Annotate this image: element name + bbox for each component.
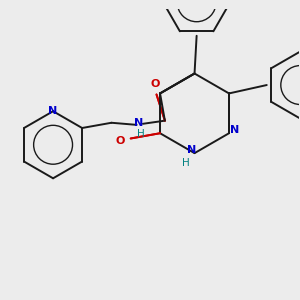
Text: O: O [151,79,160,89]
Text: O: O [116,136,125,146]
Text: N: N [49,106,58,116]
Text: N: N [134,118,143,128]
Text: H: H [137,129,145,139]
Text: N: N [230,125,239,135]
Text: H: H [182,158,190,168]
Text: N: N [187,145,196,155]
